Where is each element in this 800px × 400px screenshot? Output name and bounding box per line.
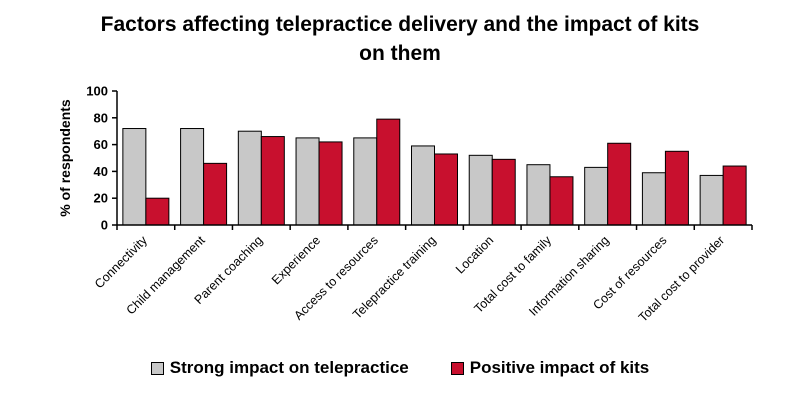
y-tick-label-20: 20 [94, 191, 108, 206]
bar-positive-impact-5 [376, 118, 401, 226]
legend-swatch-strong-impact [150, 361, 164, 375]
x-tick-label-7: Location [453, 233, 496, 276]
x-tick-label-1: Connectivity [92, 233, 151, 292]
legend: Strong impact on telepractice Positive i… [0, 358, 800, 378]
bar-strong-impact-2 [180, 128, 205, 226]
bar-positive-impact-3 [260, 136, 285, 226]
bar-strong-impact-4 [295, 137, 320, 226]
y-axis-label: % of respondents [57, 99, 73, 217]
bar-strong-impact-11 [699, 174, 724, 226]
y-tick-label-0: 0 [101, 218, 108, 233]
bar-strong-impact-6 [411, 145, 435, 226]
x-tick-label-4: Experience [269, 233, 323, 287]
legend-item-strong-impact: Strong impact on telepractice [150, 358, 409, 378]
legend-label-strong-impact: Strong impact on telepractice [169, 358, 409, 377]
bar-positive-impact-8 [549, 176, 574, 226]
bar-positive-impact-2 [203, 162, 228, 226]
bar-positive-impact-7 [491, 158, 516, 226]
y-tick-label-100: 100 [86, 84, 108, 99]
bar-strong-impact-5 [353, 137, 378, 226]
bar-positive-impact-1 [145, 197, 170, 226]
bar-positive-impact-4 [318, 141, 343, 226]
bar-positive-impact-6 [434, 153, 458, 226]
legend-item-positive-impact: Positive impact of kits [450, 358, 650, 378]
bar-positive-impact-10 [664, 150, 689, 226]
bar-strong-impact-1 [122, 128, 147, 226]
bar-positive-impact-11 [722, 165, 747, 226]
chart-title: Factors affecting telepractice delivery … [100, 13, 700, 65]
y-tick-label-80: 80 [94, 110, 108, 125]
bar-positive-impact-9 [607, 142, 632, 226]
bar-strong-impact-10 [641, 172, 666, 226]
legend-label-positive-impact: Positive impact of kits [469, 358, 650, 377]
y-tick-label-60: 60 [94, 137, 108, 152]
bar-strong-impact-8 [526, 164, 551, 226]
legend-swatch-positive-impact [450, 361, 464, 375]
bar-strong-impact-3 [237, 130, 262, 226]
y-tick-label-40: 40 [94, 164, 108, 179]
bar-strong-impact-9 [584, 166, 609, 226]
bar-strong-impact-7 [468, 154, 493, 226]
